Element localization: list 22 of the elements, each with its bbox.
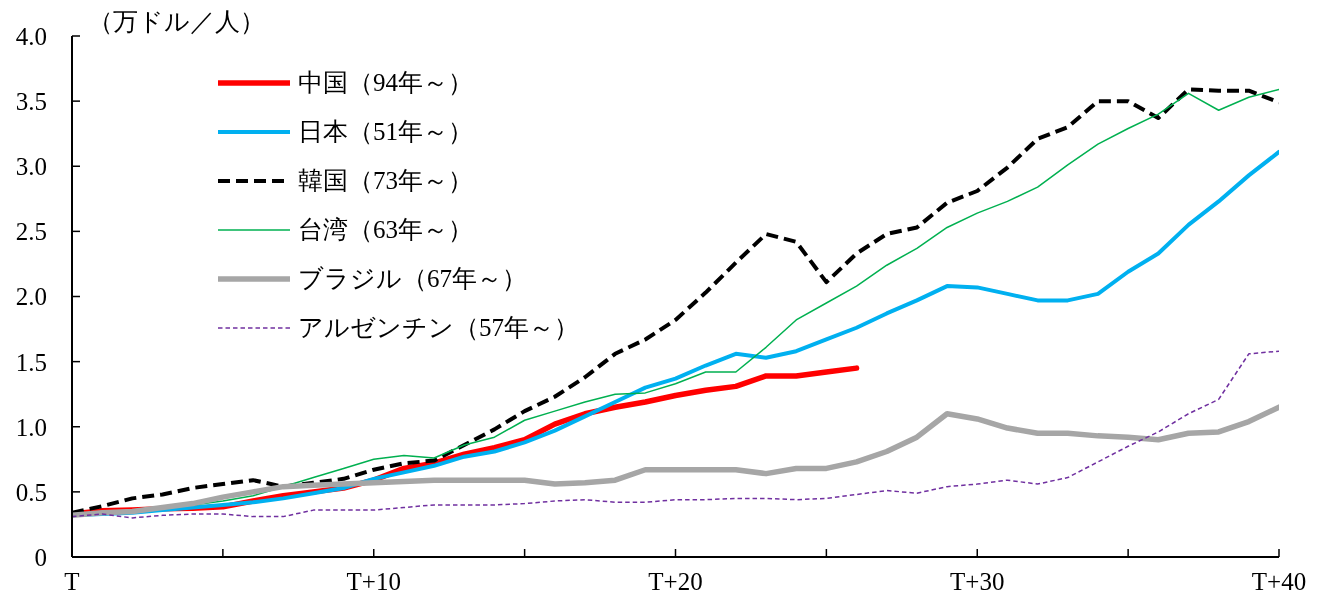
y-tick-label: 0 xyxy=(34,543,47,571)
y-tick-label: 3.0 xyxy=(15,153,47,181)
legend-label: 日本（51年～） xyxy=(298,117,473,146)
y-tick-label: 2.5 xyxy=(15,218,47,246)
legend-label: 台湾（63年～） xyxy=(298,215,473,244)
y-tick-label: 1.0 xyxy=(15,413,47,441)
x-tick-label: T+30 xyxy=(950,567,1005,595)
y-tick-label: 3.5 xyxy=(15,88,47,115)
x-tick-label: T+10 xyxy=(346,567,401,595)
x-tick-label: T+40 xyxy=(1251,567,1307,595)
y-axis-title: （万ドル／人） xyxy=(88,8,265,36)
legend-label: アルゼンチン（57年～） xyxy=(298,313,579,342)
x-tick-label: T+20 xyxy=(648,567,703,595)
y-tick-label: 1.5 xyxy=(15,348,47,376)
y-tick-label: 2.0 xyxy=(15,283,47,311)
line-series xyxy=(72,350,1279,519)
y-tick-label: 0.5 xyxy=(15,478,47,506)
x-tick-label: T xyxy=(64,567,80,595)
y-tick-label: 4.0 xyxy=(15,22,47,50)
legend-label: ブラジル（67年～） xyxy=(298,264,527,293)
legend-label: 韓国（73年～） xyxy=(298,166,473,195)
legend-label: 中国（94年～） xyxy=(298,68,473,97)
